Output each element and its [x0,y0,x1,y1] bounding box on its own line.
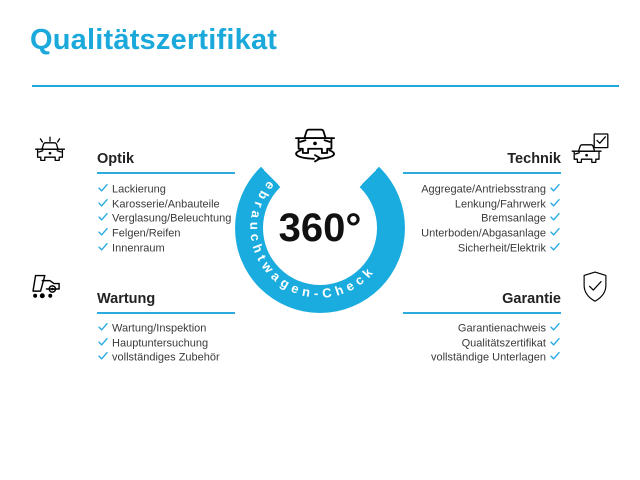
svg-text:Gebrauchtwagen-Check: Gebrauchtwagen-Check [247,168,378,301]
